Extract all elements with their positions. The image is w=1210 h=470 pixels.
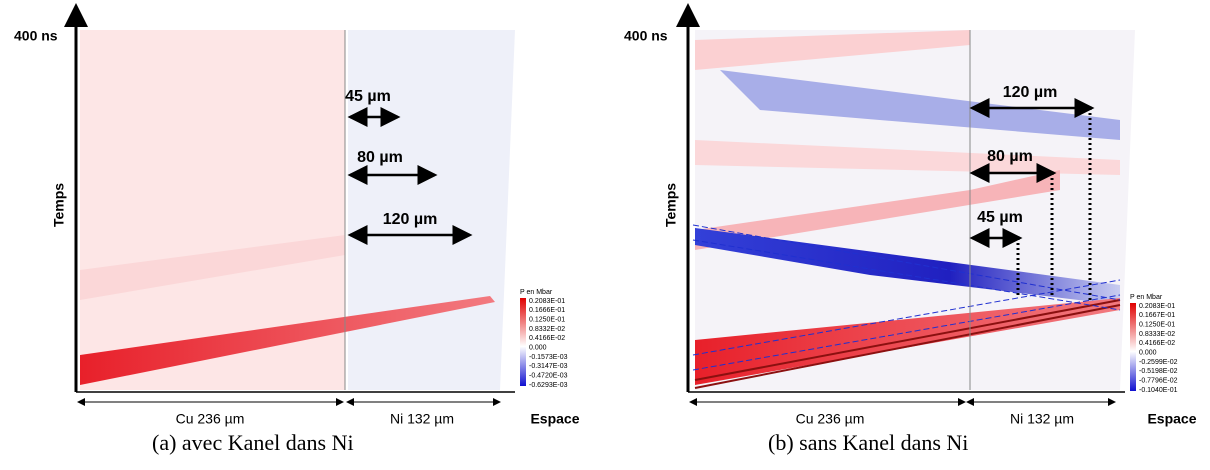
panel-b: 400 ns Temps Cu 236 µm Ni 132 µm Espace … <box>624 3 1197 455</box>
colorbar: P en Mbar 0.2083E-01 0.1667E-01 0.1250E-01 0… <box>1130 294 1178 394</box>
panel-a: 400 ns Temps Cu 236 µm Ni 132 µm Espace … <box>14 3 580 455</box>
ni-region <box>348 30 515 390</box>
colorbar-title: P en Mbar <box>1130 294 1163 301</box>
annotation: 45 µm <box>977 209 1023 226</box>
colorbar-label: 0.8333E-02 <box>1139 331 1175 338</box>
y-label: Temps <box>51 183 67 227</box>
colorbar-label: -0.6293E-03 <box>529 382 568 389</box>
band <box>80 235 345 300</box>
annotation: 120 µm <box>383 211 438 228</box>
colorbar-scale <box>1130 303 1136 391</box>
colorbar-label: 0.8332E-02 <box>529 326 565 333</box>
colorbar-label: 0.000 <box>1139 350 1157 357</box>
dashed-line <box>692 224 1121 301</box>
colorbar-label: 0.1250E-01 <box>529 317 565 324</box>
dashed-line <box>692 294 1121 371</box>
time-label: 400 ns <box>14 28 58 44</box>
colorbar-label: 0.1666E-01 <box>529 307 565 314</box>
annotation: 45 µm <box>345 88 391 105</box>
band <box>695 30 970 70</box>
colorbar-label: 0.2083E-01 <box>529 298 565 305</box>
colorbar: P en Mbar 0.2083E-01 0.1666E-01 0.1250E-01 0… <box>520 289 568 389</box>
colorbar-label: 0.1667E-01 <box>1139 312 1175 319</box>
annotation: 120 µm <box>1003 84 1058 101</box>
time-label: 400 ns <box>624 28 668 44</box>
caption: (a) avec Kanel dans Ni <box>152 430 354 455</box>
x-label: Espace <box>530 411 579 427</box>
colorbar-label: 0.2083E-01 <box>1139 303 1175 310</box>
line <box>694 304 1121 389</box>
colorbar-label: 0.4166E-02 <box>529 335 565 342</box>
colorbar-label: -0.5198E-02 <box>1139 368 1178 375</box>
cu-label: Cu 236 µm <box>796 411 865 427</box>
colorbar-label: -0.3147E-03 <box>529 363 568 370</box>
ni-label: Ni 132 µm <box>390 411 454 427</box>
annotation: 80 µm <box>357 149 403 166</box>
shock-band <box>80 296 495 385</box>
band <box>695 170 1060 250</box>
colorbar-title: P en Mbar <box>520 289 553 296</box>
caption: (b) sans Kanel dans Ni <box>768 430 968 455</box>
colorbar-label: 0.4166E-02 <box>1139 340 1175 347</box>
colorbar-label: -0.7796E-02 <box>1139 378 1178 385</box>
colorbar-label: -0.4720E-03 <box>529 373 568 380</box>
y-label: Temps <box>663 183 679 227</box>
colorbar-scale <box>520 298 526 386</box>
dashed-line <box>692 279 1121 356</box>
annotation: 80 µm <box>987 148 1033 165</box>
ni-label: Ni 132 µm <box>1010 411 1074 427</box>
colorbar-label: -0.1040E-01 <box>1139 387 1178 394</box>
band <box>720 70 1120 140</box>
colorbar-label: 0.1250E-01 <box>1139 322 1175 329</box>
line <box>694 299 1121 381</box>
x-label: Espace <box>1147 411 1196 427</box>
colorbar-label: -0.1573E-03 <box>529 354 568 361</box>
band <box>695 228 1120 305</box>
dashed-line <box>692 239 1121 311</box>
colorbar-label: 0.000 <box>529 345 547 352</box>
cu-label: Cu 236 µm <box>176 411 245 427</box>
colorbar-label: -0.2599E-02 <box>1139 359 1178 366</box>
